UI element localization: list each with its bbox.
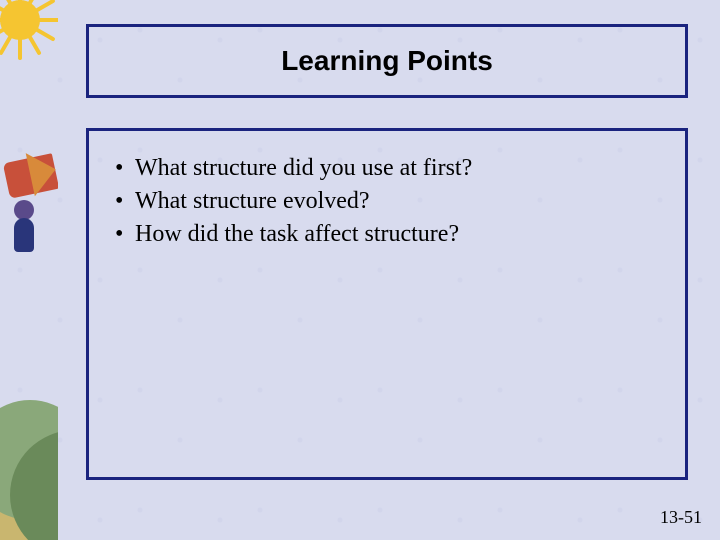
title-box: Learning Points: [86, 24, 688, 98]
slide-title: Learning Points: [281, 45, 493, 77]
sun-core: [0, 0, 40, 40]
sidebar-illustration: [0, 0, 58, 540]
person-head: [14, 200, 34, 220]
bullet-list: What structure did you use at first? Wha…: [109, 153, 657, 251]
sun-icon: [0, 0, 58, 60]
slide: Learning Points What structure did you u…: [0, 0, 720, 540]
bullet-item: What structure evolved?: [109, 186, 657, 217]
bullet-item: What structure did you use at first?: [109, 153, 657, 184]
body-box: What structure did you use at first? Wha…: [86, 128, 688, 480]
person-body: [14, 218, 34, 252]
slide-number: 13-51: [660, 507, 702, 528]
bullet-item: How did the task affect structure?: [109, 219, 657, 250]
